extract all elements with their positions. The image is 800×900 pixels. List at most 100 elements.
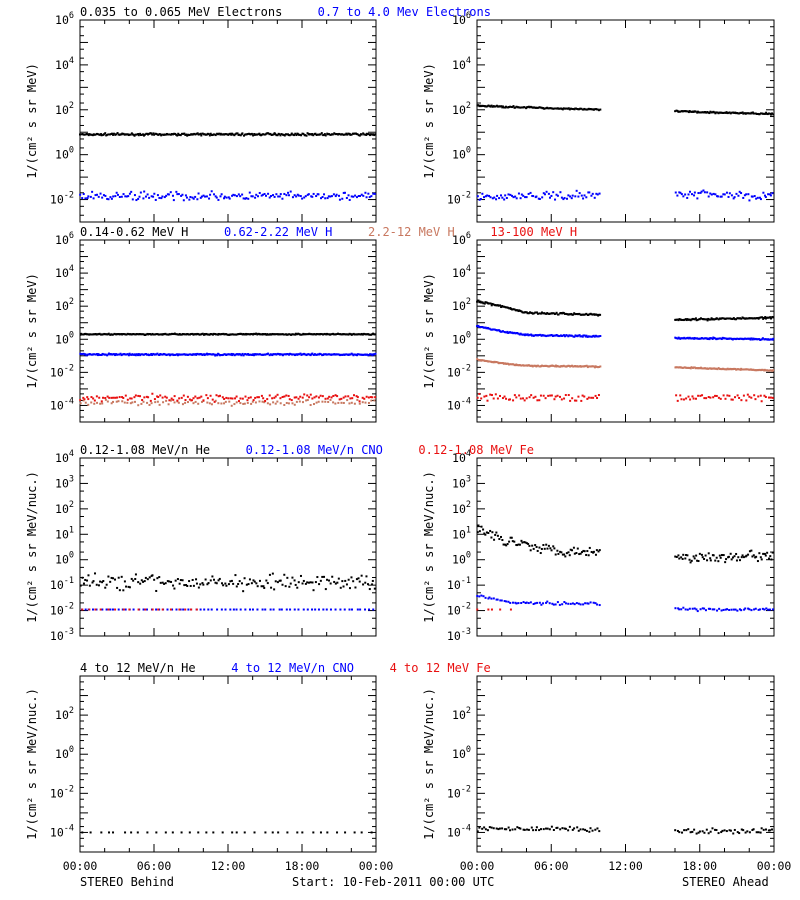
data-point — [519, 827, 522, 830]
data-point — [728, 394, 731, 397]
data-point — [281, 197, 284, 200]
data-point — [237, 353, 240, 356]
data-point — [277, 195, 280, 198]
data-point — [195, 582, 198, 585]
data-point — [565, 552, 568, 555]
data-point — [590, 550, 593, 553]
data-point — [268, 573, 271, 576]
data-point — [494, 105, 497, 108]
data-point — [558, 335, 561, 338]
data-point — [526, 106, 529, 109]
data-point — [748, 395, 751, 398]
data-point — [360, 831, 363, 834]
data-point — [350, 195, 353, 198]
data-point — [306, 353, 309, 356]
data-point — [556, 601, 559, 604]
data-point — [735, 112, 738, 115]
data-point — [742, 829, 745, 832]
data-point — [106, 395, 109, 398]
data-point — [359, 608, 362, 611]
data-point — [255, 353, 258, 356]
data-point — [692, 318, 695, 321]
data-point — [744, 831, 747, 834]
data-point — [170, 580, 173, 583]
data-point — [573, 335, 576, 338]
data-point — [154, 198, 157, 201]
data-point — [725, 111, 728, 114]
data-point — [172, 199, 175, 202]
data-point — [754, 398, 757, 401]
data-point — [745, 554, 748, 557]
data-point — [268, 196, 271, 199]
data-point — [200, 195, 203, 198]
y-tick-label: 102 — [55, 706, 74, 722]
data-point — [487, 532, 490, 535]
data-point — [493, 538, 496, 541]
data-point — [344, 353, 347, 356]
data-point — [241, 397, 244, 400]
data-point — [674, 110, 677, 113]
data-point — [168, 333, 171, 336]
data-point — [732, 317, 735, 320]
data-point — [772, 113, 775, 116]
data-point — [158, 133, 161, 136]
data-point — [769, 316, 772, 319]
data-point — [115, 191, 118, 194]
data-point — [754, 337, 757, 340]
data-point — [179, 134, 182, 137]
data-point — [88, 608, 91, 611]
data-point — [216, 354, 219, 357]
data-point — [88, 584, 91, 587]
data-point — [770, 369, 773, 372]
data-point — [112, 577, 115, 580]
data-point — [340, 397, 343, 400]
data-point — [501, 827, 504, 830]
data-point — [596, 397, 599, 400]
data-point — [560, 398, 563, 401]
data-point — [95, 333, 98, 336]
data-point — [578, 334, 581, 337]
data-point — [173, 587, 176, 590]
data-point — [84, 197, 87, 200]
data-point — [372, 192, 375, 195]
data-point — [555, 311, 558, 314]
data-point — [183, 132, 186, 135]
data-point — [86, 579, 89, 582]
plot-panels: 0.035 to 0.065 MeV Electrons 0.7 to 4.0 M… — [25, 5, 791, 873]
data-point — [768, 608, 771, 611]
data-point — [301, 582, 304, 585]
data-point — [146, 353, 149, 356]
y-tick-label: 100 — [452, 745, 471, 761]
data-point — [101, 352, 104, 355]
data-point — [692, 555, 695, 558]
data-point — [178, 397, 181, 400]
data-point — [169, 333, 172, 336]
data-point — [114, 396, 117, 399]
data-point — [327, 400, 330, 403]
data-point — [368, 353, 371, 356]
data-point — [166, 580, 169, 583]
data-point — [332, 193, 335, 196]
data-point — [263, 401, 266, 404]
data-point — [544, 397, 547, 400]
data-point — [282, 353, 285, 356]
data-point — [577, 829, 580, 832]
data-point — [340, 401, 343, 404]
data-point — [343, 133, 346, 136]
data-point — [309, 404, 312, 407]
data-point — [597, 313, 600, 316]
data-point — [176, 578, 179, 581]
data-point — [342, 585, 345, 588]
data-point — [267, 132, 270, 135]
data-point — [755, 317, 758, 320]
data-point — [587, 365, 590, 368]
data-point — [101, 608, 104, 611]
y-tick-label: 10-2 — [447, 363, 471, 379]
data-point — [761, 368, 764, 371]
data-point — [553, 547, 556, 550]
data-point — [241, 193, 244, 196]
data-point — [190, 133, 193, 136]
data-point — [595, 192, 598, 195]
data-point — [488, 327, 491, 330]
